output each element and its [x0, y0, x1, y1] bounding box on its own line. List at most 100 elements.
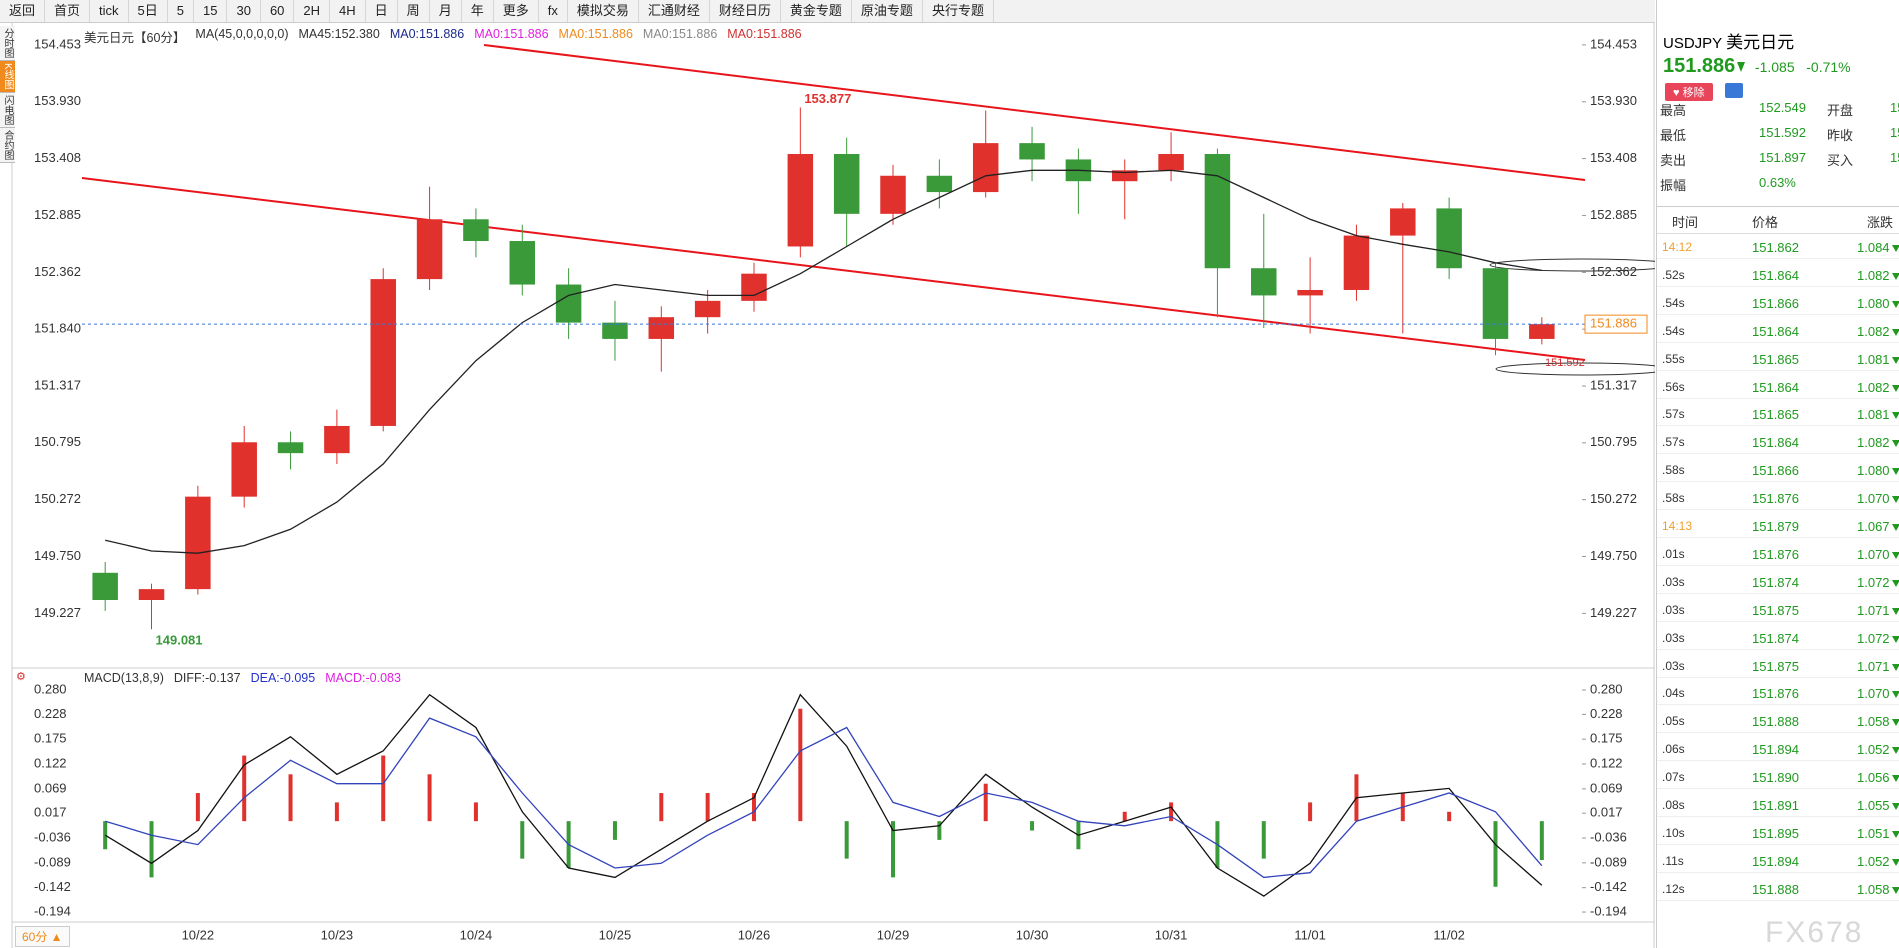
toolbar-button[interactable]: 月 [430, 0, 462, 22]
candle-body [1251, 268, 1277, 296]
macd-bar [149, 821, 154, 878]
tick-change: 1.082 [1857, 324, 1899, 339]
toolbar-button[interactable]: 汇通财经 [639, 0, 710, 22]
toolbar-button[interactable]: 30 [227, 0, 261, 22]
tick-change: 1.082 [1857, 268, 1899, 283]
candle-body [1297, 289, 1323, 296]
tick-time: .57s [1662, 435, 1685, 450]
dea-line [105, 717, 1543, 879]
side-tab[interactable]: 合约图 [0, 127, 15, 163]
tick-price: 151.874 [1752, 574, 1799, 590]
row-divider [1657, 481, 1899, 483]
settings-icon[interactable]: ⚙ [16, 671, 26, 683]
toolbar-button[interactable]: 5 [168, 0, 194, 22]
tick-change: 1.056 [1857, 770, 1899, 785]
down-arrow [1891, 775, 1899, 783]
y-tick-label: 149.227 [1590, 605, 1637, 620]
row-divider [1657, 509, 1899, 511]
stat-label: 最高 [1660, 103, 1687, 118]
stat-label: 最低 [1660, 128, 1687, 143]
toolbar-button[interactable]: 2H [294, 0, 331, 22]
channel-label: 151.592 [1545, 357, 1585, 369]
candle-body [324, 425, 350, 454]
stat-value: 151.88 [1890, 150, 1899, 165]
chart-area: 151.592 ⚙ 154.453 154.453 153.930 153.930 15… [11, 22, 1655, 948]
tick-time: .03s [1662, 602, 1685, 617]
side-tab[interactable]: 闪电图 [0, 92, 15, 128]
toolbar-button[interactable]: fx [539, 0, 568, 22]
ma-line [105, 169, 1542, 554]
macd-bar [473, 802, 478, 822]
toolbar-button[interactable]: 4H [330, 0, 366, 22]
tick-price: 151.866 [1752, 295, 1799, 311]
down-arrow [1891, 747, 1899, 755]
quote-panel: USDJPY 美元日元 151.886 -1.085 -0.71% ♥ 移除 最… [1656, 0, 1899, 948]
y-tick-label: -0.142 [34, 879, 71, 894]
side-tab[interactable]: K线图 [0, 61, 15, 93]
toolbar-button[interactable]: 模拟交易 [568, 0, 639, 22]
alert-button[interactable] [1725, 83, 1743, 98]
toolbar-button[interactable]: 60 [261, 0, 295, 22]
legend-entry: MA0:151.886 [642, 27, 718, 41]
toolbar-button[interactable]: 年 [462, 0, 494, 22]
period-button[interactable]: 60分 ▲ [15, 926, 70, 947]
stat-value: 152.549 [1759, 100, 1806, 115]
chart-legend: 美元日元【60分】 MA(45,0,0,0,0,0) MA45:152.380 MA0… [84, 27, 802, 46]
candle-body [370, 279, 396, 426]
stat-label: 振幅 [1660, 178, 1687, 193]
toolbar-button[interactable]: tick [90, 0, 129, 22]
macd-bar [1169, 802, 1174, 822]
y-tick-label: -0.194 [1590, 903, 1627, 918]
candle-body [138, 589, 165, 600]
down-arrow [1891, 579, 1899, 587]
candle-body [1111, 170, 1138, 182]
down-arrow [1891, 245, 1899, 252]
tick-change: 1.070 [1857, 491, 1899, 506]
y-tick-label: 151.317 [34, 377, 81, 392]
toolbar-button[interactable]: 黄金专题 [781, 0, 852, 22]
tick-time: .03s [1662, 630, 1685, 645]
tick-price: 151.894 [1752, 742, 1799, 758]
y-tick-label: 0.017 [1590, 805, 1623, 820]
toolbar-button[interactable]: 首页 [45, 0, 91, 22]
y-tick-label: 150.272 [34, 491, 81, 506]
macd-legend: MACD(13,8,9) DIFF:-0.137 DEA:-0.095 MACD:-0… [84, 671, 401, 685]
tick-time: .11s [1662, 853, 1684, 868]
toolbar-button[interactable]: 5日 [129, 0, 168, 22]
down-arrow [1891, 412, 1899, 420]
y-tick-label: 153.930 [1590, 93, 1637, 108]
side-tab[interactable]: 分时图 [0, 26, 15, 61]
down-arrow [1891, 691, 1899, 699]
macd-bar [1122, 811, 1127, 822]
candle-body [555, 284, 582, 323]
high-label: 153.877 [804, 91, 851, 106]
macd-bar [1030, 821, 1035, 831]
remove-button[interactable]: ♥ 移除 [1665, 83, 1713, 101]
down-arrow [1891, 328, 1899, 336]
legend-entry: MACD(13,8,9) [84, 671, 164, 685]
tick-time: .03s [1662, 574, 1685, 589]
candle-body [277, 442, 304, 454]
toolbar-button[interactable]: 央行专题 [923, 0, 994, 22]
toolbar-button[interactable]: 日 [366, 0, 398, 22]
macd-bar [612, 821, 617, 840]
toolbar-button[interactable]: 原油专题 [852, 0, 923, 22]
candle-body [694, 300, 721, 318]
tick-price: 151.895 [1752, 825, 1799, 841]
toolbar-button[interactable]: 周 [398, 0, 430, 22]
toolbar-button[interactable]: 返回 [0, 0, 46, 22]
tick-price: 151.876 [1752, 546, 1799, 562]
toolbar-button[interactable]: 更多 [494, 0, 539, 22]
table-header: 时间 [1672, 215, 1699, 230]
tick-time: 14:13 [1662, 519, 1693, 533]
toolbar-button[interactable]: 财经日历 [710, 0, 781, 22]
y-tick-label: 0.122 [34, 755, 67, 770]
stat-value: 152.97 [1890, 125, 1899, 140]
row-divider [1657, 313, 1899, 315]
y-tick-label: 0.069 [1590, 780, 1623, 795]
candle-body [1529, 324, 1555, 339]
tick-time: .01s [1662, 546, 1685, 561]
toolbar-button[interactable]: 15 [194, 0, 228, 22]
legend-entry: MA45:152.380 [298, 27, 380, 41]
ellipse-annotation [1489, 258, 1655, 272]
